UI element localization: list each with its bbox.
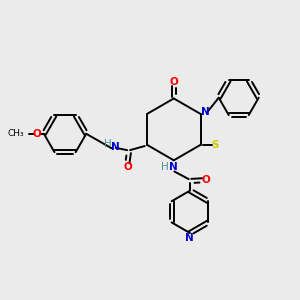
Text: S: S (212, 140, 219, 150)
Text: O: O (32, 129, 41, 139)
Text: CH₃: CH₃ (7, 129, 24, 138)
Text: H: H (161, 162, 169, 172)
Text: N: N (185, 233, 194, 243)
Text: O: O (123, 162, 132, 172)
Text: O: O (169, 77, 178, 87)
Text: H: H (104, 139, 112, 149)
Text: N: N (111, 142, 119, 152)
Text: N: N (201, 107, 210, 117)
Text: N: N (169, 162, 178, 172)
Text: O: O (202, 175, 211, 185)
